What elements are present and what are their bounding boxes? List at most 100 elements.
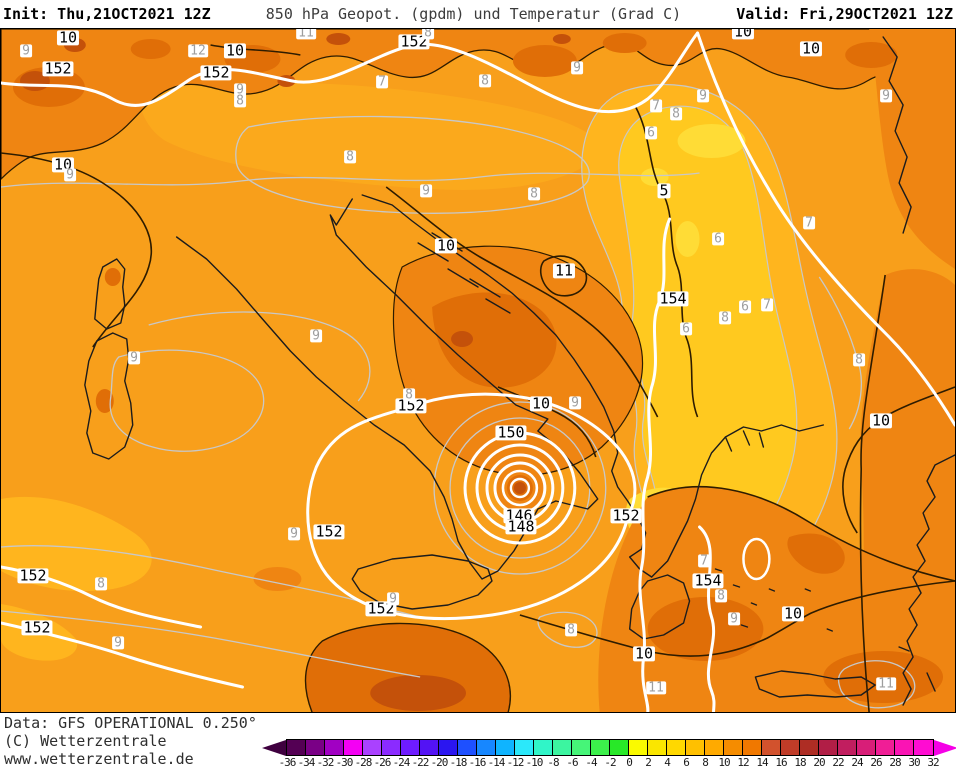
temperature-label: 10 — [56, 28, 80, 47]
colorbar-cell — [876, 740, 895, 755]
colorbar-cell — [287, 740, 306, 755]
weather-map: 152 152 152 152 152 152 152 152 152 154 154 150 146 1… — [0, 28, 956, 713]
colorbar-tick: 16 — [775, 756, 787, 769]
temperature-label-minor: 9 — [728, 611, 740, 627]
colorbar-cell — [667, 740, 686, 755]
map-parameter-title: 850 hPa Geopot. (gpdm) und Temperatur (G… — [265, 5, 682, 23]
geopotential-label: 152 — [42, 59, 74, 78]
colorbar-tick: 12 — [737, 756, 749, 769]
temperature-label-minor: 9 — [64, 167, 76, 183]
colorbar-tick: 10 — [718, 756, 730, 769]
colorbar-tick: -10 — [525, 756, 544, 769]
colorbar-tick: -24 — [392, 756, 411, 769]
temperature-label-minor: 8 — [403, 387, 415, 403]
colorbar-tick: -22 — [411, 756, 430, 769]
map-title-bar: Init: Thu,21OCT2021 12Z 850 hPa Geopot. … — [0, 0, 956, 28]
temperature-label: 10 — [223, 41, 247, 60]
temperature-label-minor: 6 — [739, 299, 751, 315]
temperature-colorbar: -36 -34 -32 -30 -28 -26 -24 -22 -20 -18 -16 -14 -12-… — [262, 739, 956, 769]
colorbar-tick: -28 — [354, 756, 373, 769]
temperature-label-minor: 8 — [565, 622, 577, 638]
website-url: www.wetterzentrale.de — [4, 750, 194, 768]
temperature-label-minor: 8 — [344, 149, 356, 165]
temperature-label-minor: 6 — [680, 321, 692, 337]
temperature-label-minor: 8 — [670, 106, 682, 122]
colorbar-tick: 22 — [832, 756, 844, 769]
temperature-label-minor: 9 — [569, 395, 581, 411]
colorbar-tick: -26 — [373, 756, 392, 769]
colorbar-cell — [800, 740, 819, 755]
colorbar-tick: 2 — [645, 756, 652, 769]
colorbar-cell — [629, 740, 648, 755]
valid-datetime: Valid: Fri,29OCT2021 12Z — [736, 5, 953, 23]
temperature-label-minor: 8 — [422, 28, 434, 41]
temperature-label: 10 — [434, 236, 458, 255]
temperature-label-minor: 8 — [234, 93, 246, 109]
colorbar-cell — [306, 740, 325, 755]
temperature-label-minor: 9 — [234, 82, 246, 98]
temperature-label-minor: 8 — [715, 588, 727, 604]
geopotential-label: 148 — [505, 517, 537, 536]
colorbar-cell — [496, 740, 515, 755]
colorbar-right-arrow-icon — [934, 739, 956, 756]
colorbar-tick: 24 — [851, 756, 863, 769]
colorbar-cell — [857, 740, 876, 755]
temperature-label-minor: 8 — [95, 576, 107, 592]
colorbar-tick: 18 — [794, 756, 806, 769]
colorbar-tick: -34 — [297, 756, 316, 769]
colorbar-tick: -8 — [547, 756, 559, 769]
colorbar-cell — [382, 740, 401, 755]
colorbar-tick: -32 — [316, 756, 335, 769]
geopotential-label: 152 — [313, 522, 345, 541]
colorbar-tick: 28 — [889, 756, 901, 769]
colorbar-cell — [344, 740, 363, 755]
colorbar-tick: 4 — [664, 756, 671, 769]
colorbar-tick: 6 — [683, 756, 690, 769]
temperature-label-minor: 6 — [645, 125, 657, 141]
geopotential-label: 152 — [610, 506, 642, 525]
colorbar-tick: -4 — [585, 756, 597, 769]
temperature-label-minor: 11 — [876, 676, 896, 692]
credits-block: Data: GFS OPERATIONAL 0.250° (C) Wetterz… — [4, 714, 257, 768]
colorbar-tick: -36 — [278, 756, 297, 769]
colorbar-cell — [781, 740, 800, 755]
temperature-label-minor: 9 — [420, 183, 432, 199]
geopotential-label: 152 — [200, 63, 232, 82]
colorbar-cell — [553, 740, 572, 755]
colorbar-cell — [515, 740, 534, 755]
temperature-label: 10 — [799, 39, 823, 58]
colorbar-tick: -2 — [604, 756, 616, 769]
colorbar-cell — [420, 740, 439, 755]
colorbar-cells — [286, 739, 934, 756]
contour-labels-layer: 152 152 152 152 152 152 152 152 152 154 154 150 146 1… — [1, 29, 955, 712]
colorbar-tick: 30 — [908, 756, 920, 769]
temperature-label-minor: 7 — [650, 98, 662, 114]
colorbar-cell — [610, 740, 629, 755]
colorbar-cell — [534, 740, 553, 755]
colorbar-cell — [363, 740, 382, 755]
colorbar-cell — [572, 740, 591, 755]
geopotential-label: 150 — [495, 423, 527, 442]
colorbar-cell — [439, 740, 458, 755]
temperature-label-minor: 7 — [698, 553, 710, 569]
temperature-label-minor: 6 — [712, 231, 724, 247]
temperature-label-minor: 8 — [853, 352, 865, 368]
colorbar-cell — [838, 740, 857, 755]
geopotential-label: 154 — [657, 289, 689, 308]
colorbar-tick: 20 — [813, 756, 825, 769]
temperature-label-minor: 12 — [188, 43, 208, 59]
geopotential-label: 152 — [21, 618, 53, 637]
temperature-label: 10 — [529, 394, 553, 413]
colorbar-cell — [895, 740, 914, 755]
temperature-label-minor: 11 — [296, 28, 316, 41]
init-datetime: Init: Thu,21OCT2021 12Z — [3, 5, 211, 23]
geopotential-label: 154 — [692, 571, 724, 590]
colorbar-cell — [477, 740, 496, 755]
temperature-label-minor: 7 — [376, 74, 388, 90]
temperature-label-minor: 7 — [803, 215, 815, 231]
weather-map-graphic — [1, 29, 955, 712]
colorbar-tick: 32 — [927, 756, 939, 769]
colorbar-cell — [762, 740, 781, 755]
geopotential-label: 152 — [17, 566, 49, 585]
colorbar-cell — [914, 740, 933, 755]
